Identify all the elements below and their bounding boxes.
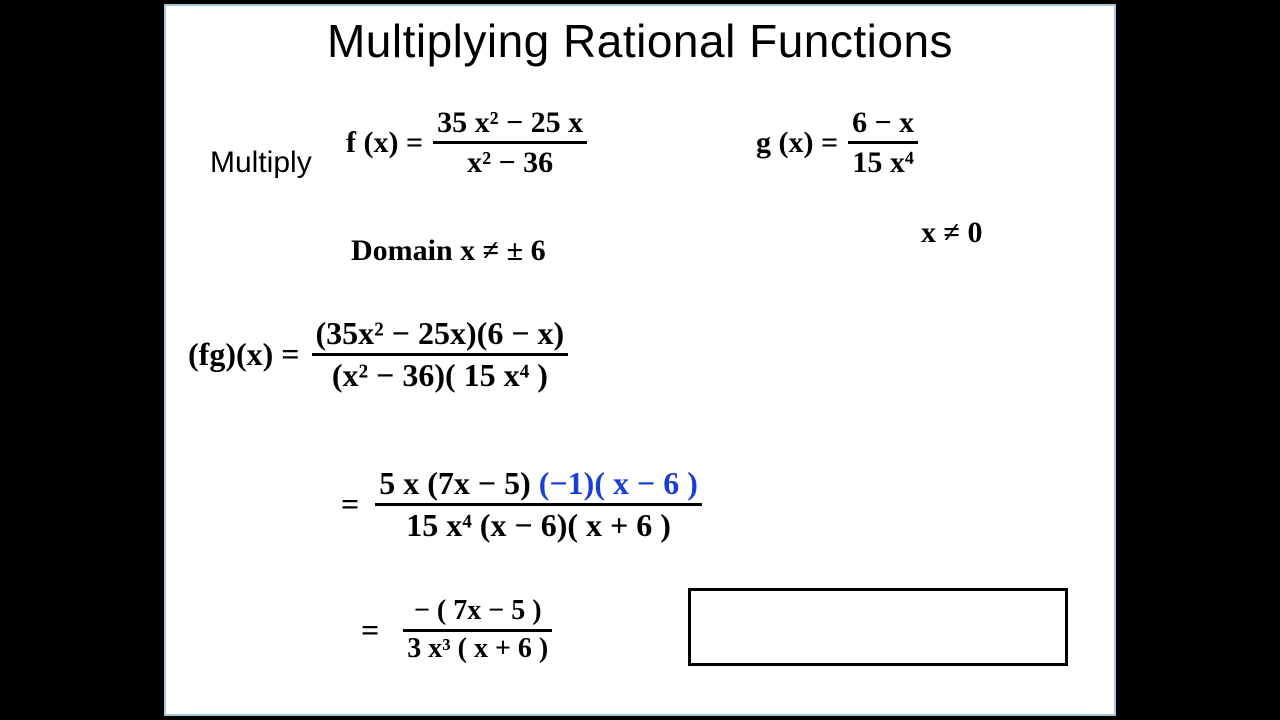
step1-numerator: (35x² − 25x)(6 − x) bbox=[312, 316, 569, 353]
step3-simplified: = − ( 7x − 5 ) 3 x³ ( x + 6 ) bbox=[361, 596, 552, 665]
step1-lhs: (fg)(x) = bbox=[188, 336, 300, 373]
gx-numerator: 6 − x bbox=[848, 106, 918, 141]
step2-numerator: 5 x (7x − 5) (−1)( x − 6 ) bbox=[375, 466, 702, 503]
step2-num-black: 5 x (7x − 5) bbox=[379, 465, 531, 501]
fx-numerator: 35 x² − 25 x bbox=[433, 106, 587, 141]
fx-lhs: f (x) = bbox=[346, 126, 423, 160]
x-not-zero: x ≠ 0 bbox=[921, 216, 982, 250]
step2-num-blue: (−1)( x − 6 ) bbox=[539, 465, 698, 501]
slide-title: Multiplying Rational Functions bbox=[166, 14, 1114, 68]
fx-definition: f (x) = 35 x² − 25 x x² − 36 bbox=[346, 106, 587, 179]
step3-numerator: − ( 7x − 5 ) bbox=[410, 596, 546, 629]
step3-fraction: − ( 7x − 5 ) 3 x³ ( x + 6 ) bbox=[403, 596, 552, 665]
step2-factor: = 5 x (7x − 5) (−1)( x − 6 ) 15 x⁴ (x − … bbox=[341, 466, 702, 543]
gx-denominator: 15 x⁴ bbox=[848, 144, 918, 179]
step1-fraction: (35x² − 25x)(6 − x) (x² − 36)( 15 x⁴ ) bbox=[312, 316, 569, 393]
step2-denominator: 15 x⁴ (x − 6)( x + 6 ) bbox=[402, 506, 675, 543]
step1-denominator: (x² − 36)( 15 x⁴ ) bbox=[328, 356, 552, 393]
equals-sign: = bbox=[341, 486, 359, 523]
domain-text: Domain x ≠ ± 6 bbox=[351, 234, 546, 268]
fx-fraction: 35 x² − 25 x x² − 36 bbox=[433, 106, 587, 179]
gx-lhs: g (x) = bbox=[756, 126, 838, 160]
multiply-label: Multiply bbox=[210, 146, 312, 180]
answer-box bbox=[688, 588, 1068, 666]
step2-fraction: 5 x (7x − 5) (−1)( x − 6 ) 15 x⁴ (x − 6)… bbox=[375, 466, 702, 543]
gx-fraction: 6 − x 15 x⁴ bbox=[848, 106, 918, 179]
fx-denominator: x² − 36 bbox=[463, 144, 557, 179]
step3-denominator: 3 x³ ( x + 6 ) bbox=[403, 632, 552, 665]
gx-definition: g (x) = 6 − x 15 x⁴ bbox=[756, 106, 918, 179]
step1-product: (fg)(x) = (35x² − 25x)(6 − x) (x² − 36)(… bbox=[188, 316, 568, 393]
equals-sign: = bbox=[361, 612, 379, 649]
slide-panel: Multiplying Rational Functions Multiply … bbox=[164, 4, 1116, 716]
